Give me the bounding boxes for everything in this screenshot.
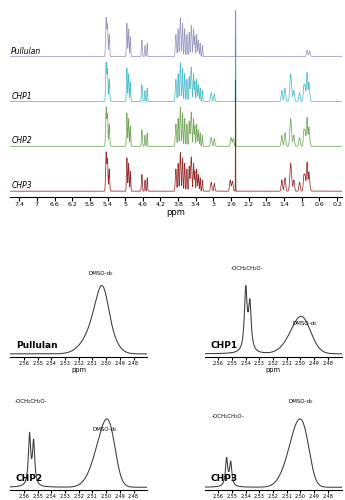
Text: CHP2: CHP2 (16, 474, 43, 484)
Text: DMSO-d₆: DMSO-d₆ (293, 320, 317, 326)
Text: CHP1: CHP1 (210, 341, 237, 350)
Text: CHP2: CHP2 (11, 136, 32, 145)
Text: -OCH₂CH₂O-: -OCH₂CH₂O- (231, 266, 264, 270)
Text: -OCH₂CH₂O-: -OCH₂CH₂O- (211, 414, 244, 419)
X-axis label: ppm: ppm (71, 367, 86, 373)
X-axis label: ppm: ppm (266, 367, 280, 373)
Text: -OCH₂CH₂O-: -OCH₂CH₂O- (14, 399, 47, 404)
Text: DMSO-d₆: DMSO-d₆ (92, 426, 117, 432)
Text: Pullulan: Pullulan (16, 341, 58, 350)
X-axis label: ppm: ppm (167, 208, 185, 218)
Text: CHP1: CHP1 (11, 92, 32, 100)
Text: CHP3: CHP3 (210, 474, 237, 484)
Text: Pullulan: Pullulan (11, 46, 41, 56)
Text: DMSO-d₆: DMSO-d₆ (88, 270, 113, 276)
Text: DMSO-d₆: DMSO-d₆ (288, 399, 313, 404)
Text: CHP3: CHP3 (11, 182, 32, 190)
